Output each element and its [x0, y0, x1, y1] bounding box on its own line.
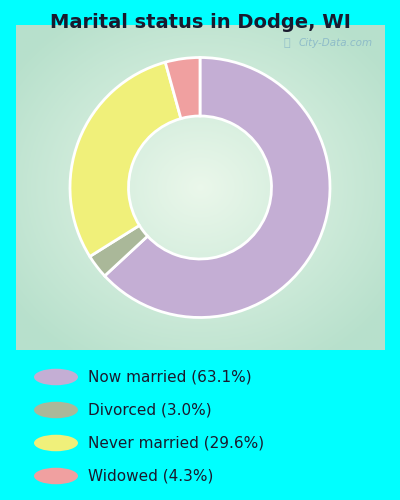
Wedge shape [90, 226, 148, 276]
Circle shape [34, 434, 78, 451]
Circle shape [34, 468, 78, 484]
Text: Now married (63.1%): Now married (63.1%) [88, 370, 252, 384]
Text: City-Data.com: City-Data.com [299, 38, 373, 48]
Wedge shape [70, 62, 181, 256]
Wedge shape [105, 58, 330, 318]
Circle shape [34, 369, 78, 385]
Text: Divorced (3.0%): Divorced (3.0%) [88, 402, 212, 417]
Text: ⓘ: ⓘ [284, 38, 290, 48]
Wedge shape [165, 58, 200, 118]
Text: Marital status in Dodge, WI: Marital status in Dodge, WI [50, 12, 350, 32]
Text: Widowed (4.3%): Widowed (4.3%) [88, 468, 213, 483]
Text: Never married (29.6%): Never married (29.6%) [88, 436, 264, 450]
Circle shape [34, 402, 78, 418]
